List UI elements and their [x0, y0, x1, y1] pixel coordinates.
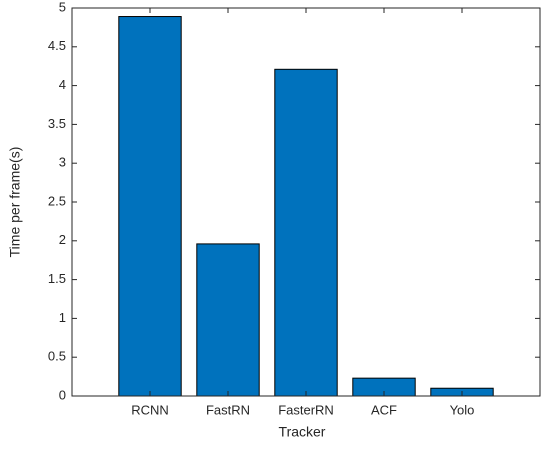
- y-axis-label: Time per frame(s): [7, 147, 23, 258]
- axes-box: [71, 7, 541, 397]
- bar: [274, 68, 338, 397]
- y-tick-label: 0: [59, 387, 66, 402]
- y-tick-label: 4.5: [48, 38, 66, 53]
- x-axis-label: Tracker: [279, 424, 326, 440]
- y-tick-label: 2.5: [48, 193, 66, 208]
- x-tick-label: ACF: [371, 402, 397, 417]
- x-tick-label: Yolo: [450, 402, 475, 417]
- y-tick-label: 3: [59, 155, 66, 170]
- x-tick-label: RCNN: [131, 402, 169, 417]
- y-tick-label: 0.5: [48, 349, 66, 364]
- bar: [118, 16, 182, 397]
- x-tick-label: FastRN: [206, 402, 250, 417]
- y-tick-label: 2: [59, 232, 66, 247]
- y-tick-label: 1.5: [48, 271, 66, 286]
- y-tick-label: 1: [59, 310, 66, 325]
- x-tick-label: FasterRN: [278, 402, 334, 417]
- y-tick-label: 4: [59, 77, 66, 92]
- y-tick-label: 5: [59, 0, 66, 14]
- y-tick-label: 3.5: [48, 116, 66, 131]
- bar: [196, 243, 260, 397]
